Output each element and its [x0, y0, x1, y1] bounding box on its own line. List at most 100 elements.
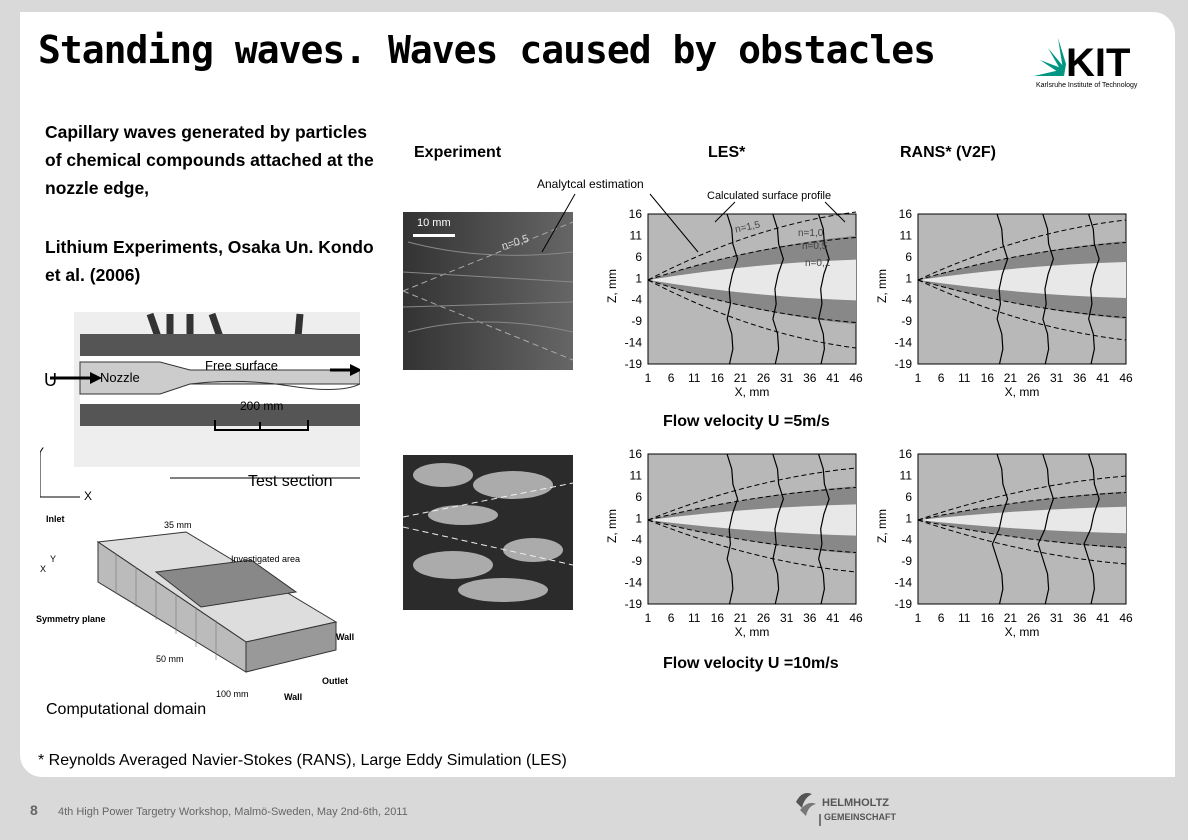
rans-10-x-tick: 41 [1096, 611, 1110, 625]
rans-5-x-tick: 6 [938, 371, 945, 385]
rans-10-y-axis-label: Z, mm [875, 509, 889, 543]
domain-investigated-label: Investigated area [231, 554, 300, 564]
les-5-y-tick: 16 [629, 207, 643, 221]
les-5-x-tick: 46 [849, 371, 863, 385]
les-10-y-tick: 11 [630, 468, 643, 482]
rans-10-x-tick: 36 [1073, 611, 1087, 625]
rans-10-x-tick: 21 [1004, 611, 1018, 625]
domain-inlet-label: Inlet [46, 514, 65, 524]
rans-10-y-tick: -19 [895, 597, 913, 611]
rans-5-upper-estimate-0 [917, 242, 1127, 281]
les-5-y-tick: 11 [630, 228, 643, 242]
rans-5-surface-profile-1 [1042, 213, 1054, 365]
rans-10-surface-profile-1 [1037, 453, 1054, 605]
les-5-x-tick: 1 [645, 371, 652, 385]
les-10-x-tick: 26 [757, 611, 771, 625]
les-5-y-tick: 6 [635, 250, 642, 264]
schematic-scale-label: 200 mm [240, 399, 283, 413]
domain-wall-top-label: Wall [336, 632, 354, 642]
domain-symmetry-label: Symmetry plane [36, 614, 106, 624]
les-n05-label: n=0,5 [802, 241, 828, 252]
les-5-y-axis-label: Z, mm [605, 269, 619, 303]
rans-5-surface-profile-2 [1087, 213, 1100, 365]
rans-5-lower-estimate-0 [917, 279, 1127, 318]
les-5-surface-profile-0 [726, 213, 739, 365]
les-5-lower-estimate-1 [647, 279, 857, 349]
domain-100mm-label: 100 mm [216, 689, 249, 699]
les-10-surface-profile-0 [726, 453, 739, 605]
rans-5-y-axis-label: Z, mm [875, 269, 889, 303]
les-5-x-tick: 26 [757, 371, 771, 385]
header-les: LES* [708, 144, 746, 161]
les-5-x-tick: 31 [780, 371, 794, 385]
annotation-arrows [541, 193, 846, 253]
les-10-y-tick: -14 [625, 576, 643, 590]
rans-10-y-tick: -9 [901, 554, 912, 568]
les-5-y-tick: 1 [635, 271, 642, 285]
les-10-x-tick: 31 [780, 611, 794, 625]
les-10-x-tick: 1 [645, 611, 652, 625]
les-10-core [648, 504, 856, 536]
rans-10-x-tick: 31 [1050, 611, 1064, 625]
rans-10-y-tick: 11 [900, 468, 913, 482]
les-5-x-tick: 6 [668, 371, 675, 385]
les-5-x-tick: 21 [734, 371, 748, 385]
les-10-y-tick: -19 [625, 597, 643, 611]
les-5-x-tick: 16 [711, 371, 725, 385]
les-10-y-tick: 1 [635, 511, 642, 525]
rans-5-x-tick: 21 [1004, 371, 1018, 385]
les-10-x-axis-label: X, mm [735, 625, 770, 639]
rans-5-lower-estimate-1 [917, 279, 1127, 341]
header-experiment: Experiment [414, 144, 502, 161]
domain-x-axis-label: X [40, 564, 46, 574]
les-5-core [648, 259, 856, 301]
les-10-x-tick: 6 [668, 611, 675, 625]
les-5-upper-estimate-1 [647, 211, 857, 281]
les-5-y-tick: -14 [625, 336, 643, 350]
kit-logo: KIT Karlsruhe Institute of Technology [1030, 30, 1150, 92]
schematic-u-label: U [44, 370, 57, 390]
rans-5-x-axis-label: X, mm [1005, 385, 1040, 399]
rans-10-x-tick: 11 [958, 611, 971, 625]
les-5-surface-profile-2 [817, 213, 830, 365]
rans-10-surface-profile-0 [991, 453, 1009, 605]
rans-10-core [918, 506, 1126, 534]
les-n01-label: n=0,1 [805, 258, 831, 269]
rans-5-y-tick: -4 [901, 293, 912, 307]
rans-10-x-axis-label: X, mm [1005, 625, 1040, 639]
kit-logo-subtitle: Karlsruhe Institute of Technology [1036, 82, 1138, 89]
les-5-x-tick: 11 [688, 371, 701, 385]
experiment-photo-10ms [402, 455, 574, 610]
rans-5-core [918, 262, 1126, 298]
les-5-y-tick: -9 [631, 314, 642, 328]
schematic-nozzle-label: Nozzle [100, 370, 140, 385]
rans-10-x-tick: 46 [1119, 611, 1133, 625]
rans-5-x-tick: 31 [1050, 371, 1064, 385]
domain-wall-bottom-label: Wall [284, 692, 302, 702]
photo-scale-bar-label: 10 mm [417, 217, 451, 229]
les-5-upper-estimate-0 [647, 237, 857, 281]
les-10-y-tick: 6 [635, 490, 642, 504]
les-10-upper-estimate-0 [647, 487, 857, 521]
reference-paragraph: Lithium Experiments, Osaka Un. Kondo et … [45, 237, 374, 285]
rans-5-y-tick: 11 [900, 228, 913, 242]
rans-10-x-tick: 1 [915, 611, 922, 625]
helmholtz-line1: HELMHOLTZ [822, 797, 889, 809]
rans-10-upper-estimate-0 [917, 492, 1127, 521]
schematic-x-axis-label: X [84, 489, 92, 502]
kit-logo-text: KIT [1066, 41, 1130, 85]
rans-10-lower-estimate-0 [917, 519, 1127, 548]
rans-5-x-tick: 11 [958, 371, 971, 385]
caption-5ms: Flow velocity U =5m/s [663, 413, 830, 430]
rans-5-surface-profile-0 [996, 213, 1009, 365]
computational-domain-drawing: Inlet 35 mm Investigated area Symmetry p… [36, 512, 366, 732]
rans-5-x-tick: 36 [1073, 371, 1087, 385]
les-5-x-tick: 41 [826, 371, 840, 385]
rans-10-surface-profile-2 [1083, 453, 1100, 605]
les-5-x-tick: 36 [803, 371, 817, 385]
les-5-surface-profile-1 [772, 213, 784, 365]
les-n10-label: n=1,0 [798, 228, 824, 239]
les-10-x-tick: 41 [826, 611, 840, 625]
domain-y-axis-label: Y [50, 554, 56, 564]
